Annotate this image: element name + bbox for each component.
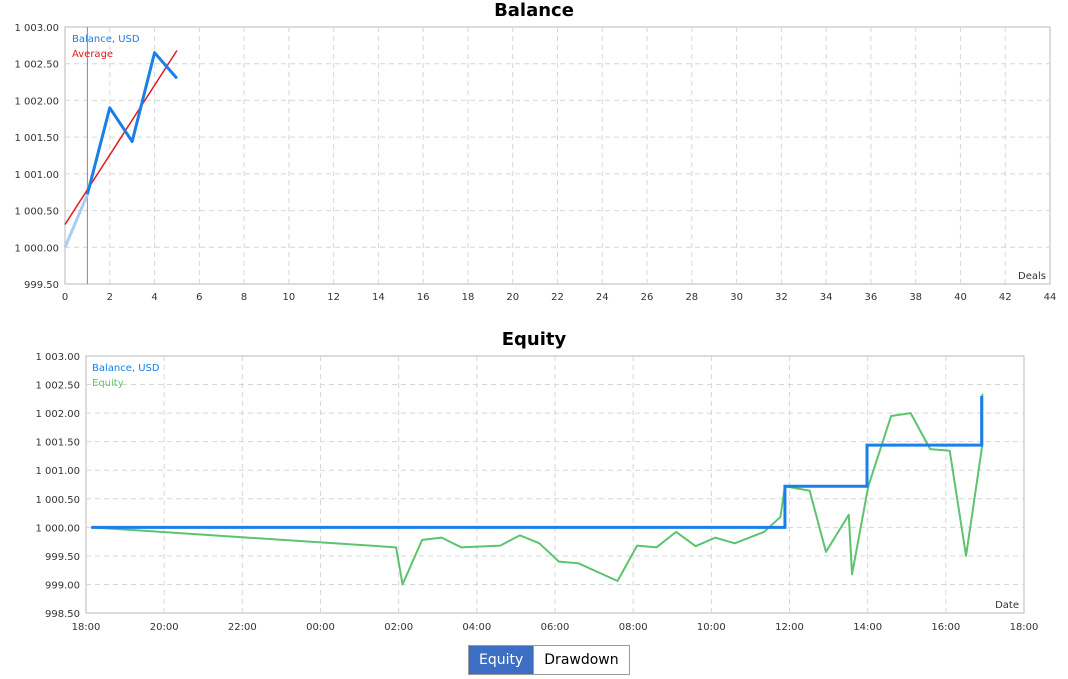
equity-x-tick: 08:00 <box>619 622 648 633</box>
balance-x-tick: 0 <box>62 292 68 303</box>
balance-x-axis-label: Deals <box>1018 271 1046 282</box>
balance-x-tick: 16 <box>417 292 430 303</box>
balance-x-tick: 42 <box>999 292 1012 303</box>
balance-y-tick: 1 003.00 <box>14 23 59 34</box>
legend-equity: Equity <box>92 378 124 389</box>
average-line <box>64 50 178 225</box>
balance-y-tick: 1 000.50 <box>14 207 59 218</box>
tab-drawdown[interactable]: Drawdown <box>533 646 629 674</box>
equity-x-tick: 10:00 <box>697 622 726 633</box>
equity-y-tick: 1 000.00 <box>35 523 80 534</box>
equity-y-tick: 1 002.00 <box>35 409 80 420</box>
balance-x-tick: 2 <box>107 292 113 303</box>
balance-x-tick: 38 <box>909 292 922 303</box>
chart-tabs: Equity Drawdown <box>468 645 630 675</box>
legend-average: Average <box>72 49 113 60</box>
equity-x-tick: 06:00 <box>541 622 570 633</box>
balance-x-tick: 12 <box>327 292 340 303</box>
equity-x-tick: 00:00 <box>306 622 335 633</box>
balance-x-tick: 20 <box>506 292 519 303</box>
equity-x-tick: 16:00 <box>931 622 960 633</box>
equity-x-tick: 14:00 <box>853 622 882 633</box>
balance-x-tick: 22 <box>551 292 564 303</box>
equity-chart-title: Equity <box>501 329 567 350</box>
tab-equity[interactable]: Equity <box>469 646 534 674</box>
legend-balance: Balance, USD <box>72 34 140 45</box>
balance-y-tick: 1 002.50 <box>14 60 59 71</box>
balance-y-tick: 1 001.50 <box>14 133 59 144</box>
balance-x-tick: 32 <box>775 292 788 303</box>
balance-y-tick: 1 001.00 <box>14 170 59 181</box>
balance-x-tick: 18 <box>462 292 475 303</box>
balance-y-tick: 999.50 <box>24 280 59 291</box>
balance-x-tick: 26 <box>641 292 654 303</box>
equity-y-tick: 1 001.50 <box>35 438 80 449</box>
legend-equity-balance: Balance, USD <box>92 363 160 374</box>
equity-x-tick: 04:00 <box>462 622 491 633</box>
balance-x-tick: 24 <box>596 292 609 303</box>
equity-y-tick: 999.00 <box>45 580 80 591</box>
equity-x-tick: 12:00 <box>775 622 804 633</box>
equity-x-tick: 22:00 <box>228 622 257 633</box>
equity-x-tick: 18:00 <box>72 622 101 633</box>
balance-x-tick: 14 <box>372 292 385 303</box>
equity-x-tick: 02:00 <box>384 622 413 633</box>
equity-y-tick: 1 003.00 <box>35 352 80 363</box>
equity-x-axis-label: Date <box>995 600 1019 611</box>
balance-x-tick: 8 <box>241 292 247 303</box>
balance-chart-title: Balance <box>494 0 574 21</box>
balance-x-tick: 40 <box>954 292 967 303</box>
balance-x-tick: 30 <box>730 292 743 303</box>
balance-y-tick: 1 002.00 <box>14 96 59 107</box>
balance-x-tick: 28 <box>685 292 698 303</box>
balance-initial-segment <box>63 193 89 248</box>
equity-y-tick: 1 001.00 <box>35 466 80 477</box>
equity-y-tick: 999.50 <box>45 552 80 563</box>
equity-y-tick: 1 002.50 <box>35 381 80 392</box>
balance-x-tick: 10 <box>282 292 295 303</box>
equity-x-tick: 20:00 <box>150 622 179 633</box>
balance-x-tick: 4 <box>151 292 157 303</box>
balance-x-tick: 34 <box>820 292 833 303</box>
balance-x-tick: 44 <box>1044 292 1057 303</box>
balance-x-tick: 6 <box>196 292 202 303</box>
equity-y-tick: 998.50 <box>45 609 80 620</box>
equity-y-tick: 1 000.50 <box>35 495 80 506</box>
equity-x-tick: 18:00 <box>1010 622 1039 633</box>
balance-y-tick: 1 000.00 <box>14 243 59 254</box>
balance-x-tick: 36 <box>865 292 878 303</box>
